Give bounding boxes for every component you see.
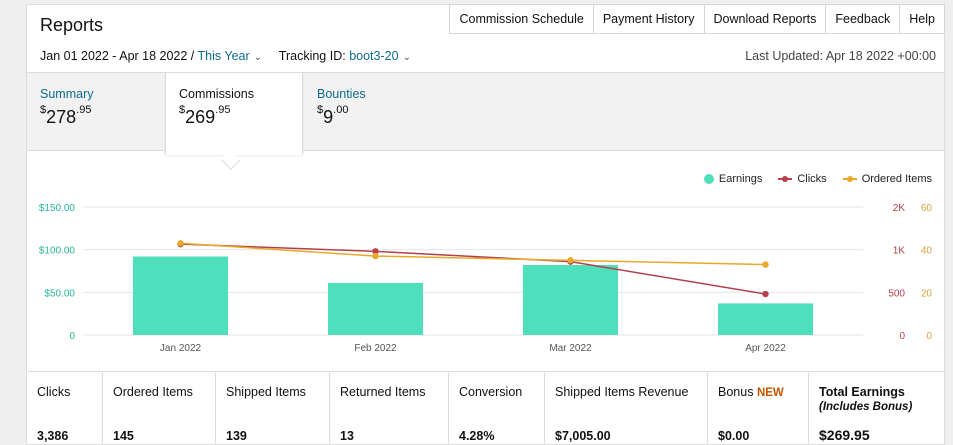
ordered-items-point: [567, 257, 574, 264]
stat-label: Total Earnings: [819, 385, 905, 399]
nav-help[interactable]: Help: [900, 4, 945, 34]
y-left-tick-label: $150.00: [39, 203, 76, 214]
nav-download-reports[interactable]: Download Reports: [704, 4, 827, 34]
chevron-down-icon: ⌄: [253, 52, 263, 63]
stat-value: 13: [340, 429, 354, 443]
stat-value: $269.95: [819, 427, 870, 443]
stat-label: Ordered Items: [113, 385, 193, 399]
earnings-bar: [133, 256, 228, 335]
x-tick-label: Feb 2022: [354, 343, 397, 354]
y-right-orders-tick-label: 40: [921, 246, 933, 257]
date-range: Jan 01 2022 - Apr 18 2022 /: [40, 49, 195, 63]
y-left-tick-label: 0: [69, 331, 75, 342]
y-left-tick-label: $50.00: [44, 288, 75, 299]
tab-summary[interactable]: Summary $278.95: [27, 73, 165, 152]
stat-value: 145: [113, 429, 134, 443]
tracking-label: Tracking ID:: [278, 49, 346, 63]
tracking-id-dropdown[interactable]: boot3-20 ⌄: [349, 49, 411, 63]
stat-value: $7,005.00: [555, 429, 611, 443]
last-updated: Last Updated: Apr 18 2022 +00:00: [745, 49, 936, 63]
y-right-orders-tick-label: 0: [926, 331, 932, 342]
tab-summary-amount: $278.95: [40, 104, 92, 127]
ordered-items-point: [177, 240, 184, 247]
page-title: Reports: [40, 15, 104, 35]
clicks-point: [372, 248, 379, 255]
stats-bar: Clicks 3,386 Ordered Items 145 Shipped I…: [27, 371, 944, 445]
stat-label: Conversion: [459, 385, 523, 399]
ordered-items-point: [372, 252, 379, 260]
stat-sublabel: (Includes Bonus): [819, 401, 913, 413]
stat-label: Shipped Items Revenue: [555, 385, 689, 399]
stat-total-earnings: Total Earnings (Includes Bonus) $269.95: [809, 372, 944, 445]
stat-ordered-items: Ordered Items 145: [103, 372, 216, 445]
new-badge: NEW: [756, 387, 784, 399]
tab-commissions-label: Commissions: [179, 87, 255, 101]
tab-summary-label: Summary: [40, 87, 94, 101]
clicks-line-icon: [778, 174, 793, 184]
clicks-line: [180, 243, 766, 295]
stat-label: Bonus NEW: [718, 385, 784, 399]
stat-value: 4.28%: [459, 429, 495, 443]
nav-feedback[interactable]: Feedback: [826, 4, 901, 34]
period-dropdown[interactable]: This Year ⌄: [198, 49, 263, 63]
period-label: This Year: [197, 49, 250, 63]
stat-conversion: Conversion 4.28%: [449, 372, 545, 445]
earnings-bar: [523, 265, 618, 335]
stat-value: $0.00: [718, 429, 750, 443]
stat-bonus: Bonus NEW $0.00: [708, 372, 809, 445]
earnings-bar: [718, 303, 813, 335]
y-left-tick-label: $100.00: [39, 246, 76, 257]
summary-tabs: Summary $278.95 Commissions $269.95 Boun…: [27, 72, 944, 155]
stat-value: 3,386: [37, 429, 69, 443]
legend-clicks[interactable]: Clicks: [778, 173, 827, 185]
tab-bounties-amount: $9.00: [317, 104, 349, 127]
y-right-orders-tick-label: 60: [921, 203, 933, 214]
chart-legend: Earnings Clicks Ordered Items: [703, 173, 932, 185]
tracking-id-value: boot3-20: [349, 49, 399, 63]
ordered-items-point: [762, 261, 769, 268]
tab-commissions-amount: $269.95: [179, 104, 231, 127]
stat-label: Returned Items: [340, 385, 426, 399]
stat-returned-items: Returned Items 13: [330, 372, 449, 445]
y-right-clicks-tick-label: 1K: [893, 246, 906, 257]
nav-payment-history[interactable]: Payment History: [593, 4, 705, 34]
y-right-orders-tick-label: 20: [921, 288, 933, 299]
top-nav: Commission Schedule Payment History Down…: [449, 4, 945, 34]
earnings-chart: 0 $50.00 $100.00 $150.00 0 500 1K 2K 0 20 40 60 Jan …: [39, 203, 933, 354]
stat-shipped-revenue: Shipped Items Revenue $7,005.00: [545, 372, 708, 445]
x-tick-label: Jan 2022: [160, 343, 202, 354]
ordered-items-line: [180, 242, 766, 266]
y-right-clicks-tick-label: 500: [888, 288, 905, 299]
tab-bounties[interactable]: Bounties $9.00: [304, 73, 442, 152]
x-tick-label: Apr 2022: [745, 343, 786, 354]
ordered-items-line-icon: [842, 174, 857, 184]
clicks-point: [762, 290, 769, 298]
earnings-bar: [328, 282, 423, 335]
y-right-clicks-tick-label: 0: [899, 331, 905, 342]
tab-bounties-label: Bounties: [317, 87, 366, 101]
nav-commission-schedule[interactable]: Commission Schedule: [449, 4, 594, 34]
legend-ordered-items[interactable]: Ordered Items: [842, 173, 932, 185]
stat-label: Clicks: [37, 385, 71, 399]
x-tick-label: Mar 2022: [549, 343, 592, 354]
reports-card: Reports Commission Schedule Payment Hist…: [26, 4, 945, 445]
stat-shipped-items: Shipped Items 139: [216, 372, 330, 445]
legend-earnings[interactable]: Earnings: [703, 173, 762, 185]
stat-label: Shipped Items: [226, 385, 306, 399]
tab-commissions[interactable]: Commissions $269.95: [165, 73, 303, 155]
stat-value: 139: [226, 429, 247, 443]
chevron-down-icon: ⌄: [402, 52, 411, 63]
earnings-dot-icon: [703, 174, 714, 184]
y-right-clicks-tick-label: 2K: [893, 203, 906, 214]
stat-clicks: Clicks 3,386: [27, 372, 103, 445]
filter-bar: Jan 01 2022 - Apr 18 2022 / This Year ⌄ T…: [40, 49, 411, 63]
